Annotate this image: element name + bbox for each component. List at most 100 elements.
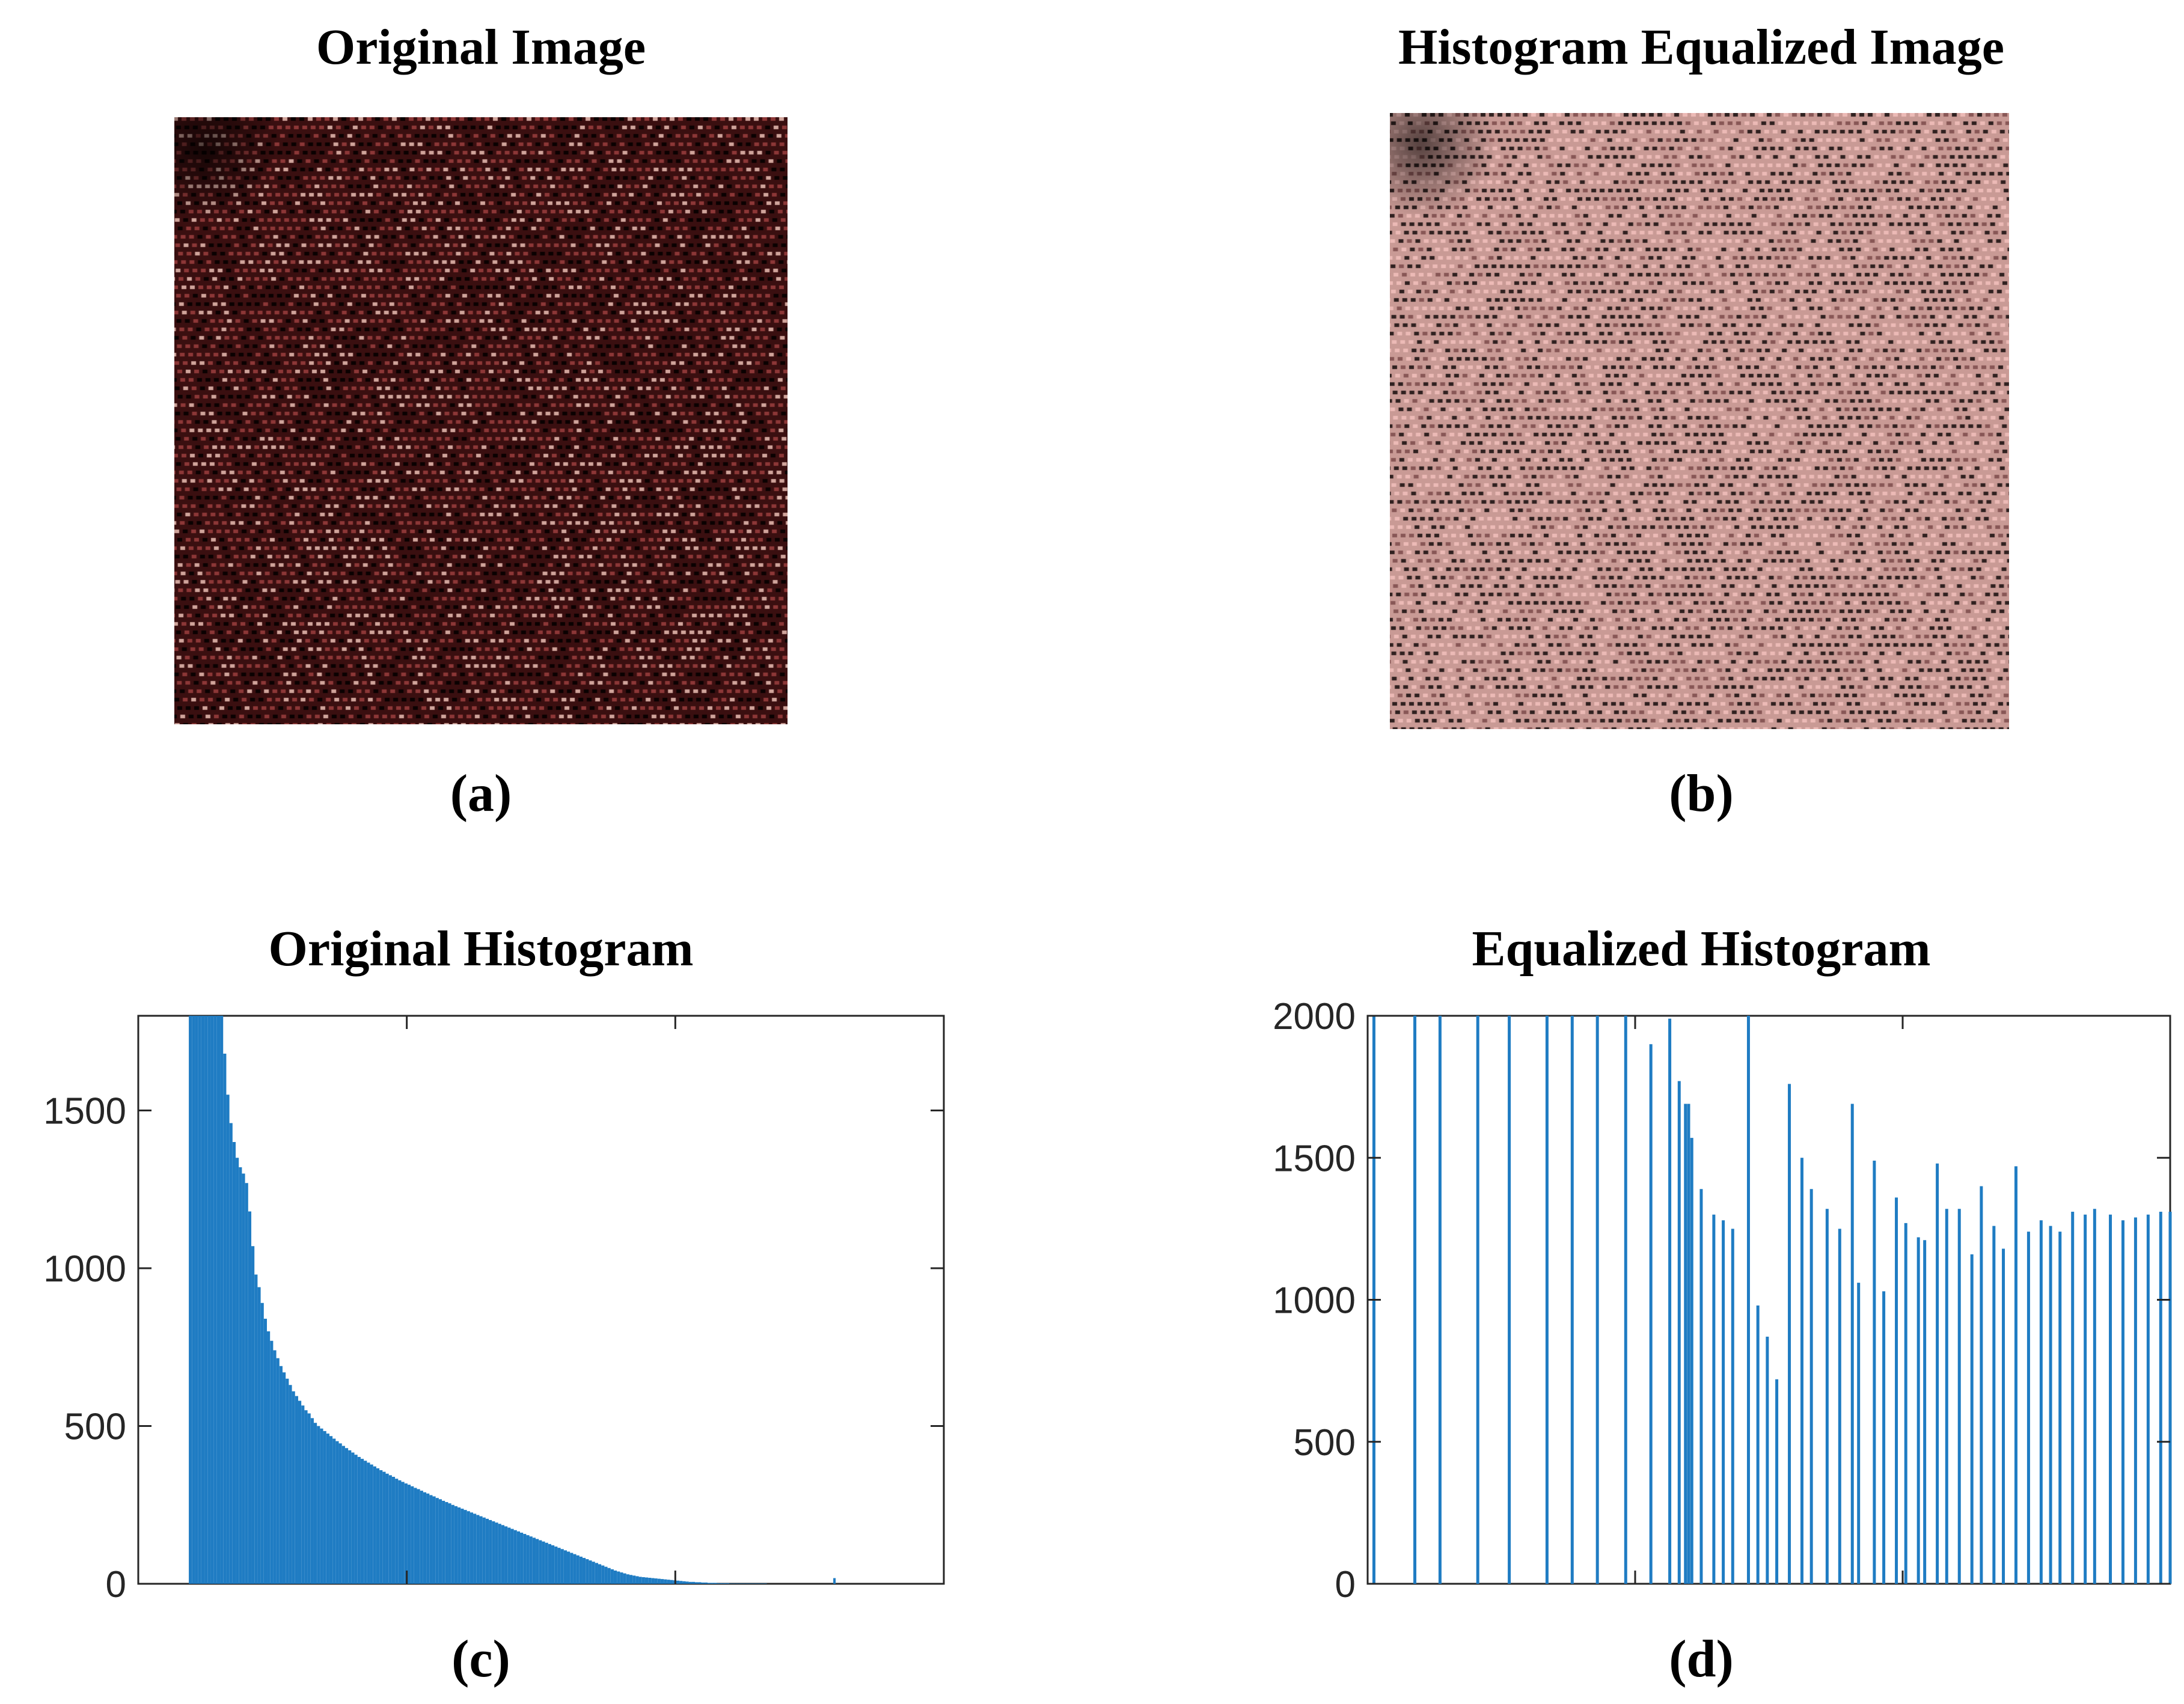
histogram-bar [726, 1583, 730, 1584]
histogram-bar [598, 1564, 602, 1584]
histogram-bar [679, 1581, 683, 1584]
histogram-bar [242, 1173, 245, 1584]
histogram-bar [357, 1456, 361, 1584]
histogram-bar [548, 1544, 551, 1584]
panel-d-title: Equalized Histogram [1472, 921, 1931, 977]
panel-a-title: Original Image [316, 19, 646, 75]
histogram-bar [604, 1566, 608, 1584]
histogram-bar [354, 1455, 358, 1584]
histogram-bar [289, 1385, 292, 1584]
histogram-bar [523, 1534, 527, 1584]
histogram-bar [473, 1513, 477, 1584]
histogram-bar [688, 1581, 692, 1584]
histogram-bar [723, 1583, 727, 1584]
histogram-bar [364, 1461, 367, 1584]
histogram-bar [695, 1582, 699, 1584]
histogram-bar [526, 1535, 530, 1584]
histogram-bar [385, 1473, 389, 1584]
histogram-bar [470, 1512, 474, 1584]
histogram-bar [632, 1575, 636, 1584]
histogram-bar [435, 1498, 439, 1584]
histogram-bar [326, 1434, 329, 1584]
histogram-bar [466, 1511, 470, 1584]
histogram-bar [498, 1524, 501, 1584]
histogram-bar [360, 1459, 364, 1584]
histogram-bar [257, 1287, 261, 1584]
histogram-bar [382, 1471, 386, 1584]
panel-d-caption: (d) [1669, 1630, 1734, 1688]
histogram-bar [232, 1142, 236, 1584]
histogram-bar [301, 1405, 305, 1584]
histogram-bar [667, 1580, 670, 1584]
histogram-bar [195, 1016, 198, 1584]
histogram-bar [563, 1550, 567, 1584]
histogram-bar [579, 1556, 583, 1584]
histogram-bar [757, 1583, 761, 1584]
histogram-bar [445, 1502, 448, 1584]
histogram-bar [391, 1477, 396, 1584]
histogram-bar [229, 1123, 233, 1584]
histogram-bar [707, 1583, 711, 1584]
histogram-bar [576, 1555, 580, 1584]
histogram-bar [701, 1582, 705, 1584]
histogram-bar [344, 1448, 349, 1584]
histogram-bar [442, 1500, 445, 1584]
histogram-bar [717, 1583, 720, 1584]
histogram-bar [335, 1441, 339, 1584]
histogram-bar [332, 1438, 336, 1584]
histogram-bar [536, 1539, 539, 1584]
histogram-bar [420, 1491, 423, 1584]
histogram-bar [748, 1583, 751, 1584]
histogram-bar [476, 1515, 480, 1584]
histogram-bar [329, 1436, 333, 1584]
histogram-bar [482, 1517, 486, 1584]
histogram-bar [760, 1583, 764, 1584]
equalized-image [1390, 113, 2009, 729]
histogram-bar [395, 1479, 399, 1584]
histogram-bar [401, 1482, 405, 1584]
histogram-bar [654, 1578, 658, 1584]
histogram-bar [567, 1551, 570, 1584]
histogram-bar [714, 1583, 717, 1584]
histogram-bar [492, 1521, 495, 1584]
histogram-bar [664, 1579, 667, 1584]
histogram-bar [742, 1583, 745, 1584]
histogram-bar [370, 1464, 373, 1584]
histogram-bar [682, 1581, 686, 1584]
histogram-bar [438, 1499, 442, 1584]
histogram-bar [623, 1573, 626, 1584]
y-tick-label: 0 [106, 1564, 126, 1605]
histogram-bar [529, 1536, 533, 1584]
histogram-bar [295, 1396, 298, 1584]
histogram-bar [751, 1583, 754, 1584]
histogram-bar [376, 1468, 380, 1584]
histogram-bar [307, 1413, 311, 1584]
histogram-bar [657, 1578, 661, 1584]
histogram-bar [348, 1450, 352, 1584]
histogram-bar [210, 1016, 214, 1584]
y-tick-label: 1500 [43, 1091, 126, 1132]
histogram-bar [216, 1016, 221, 1584]
histogram-bar [263, 1319, 267, 1584]
histogram-bar [545, 1542, 548, 1584]
histogram-bar [532, 1538, 536, 1584]
histogram-bar [648, 1578, 652, 1584]
histogram-bar [201, 1016, 205, 1584]
histogram-bar [620, 1572, 623, 1584]
original-image [174, 117, 788, 724]
histogram-bar [239, 1167, 242, 1584]
histogram-bar [223, 1054, 227, 1584]
histogram-bar [833, 1578, 836, 1584]
histogram-bar [273, 1350, 277, 1584]
histogram-bar [286, 1378, 289, 1584]
histogram-bar [341, 1446, 345, 1584]
histogram-bar [520, 1532, 524, 1584]
panel-c-caption: (c) [451, 1630, 510, 1688]
histogram-bar [670, 1580, 673, 1584]
histogram-bar [720, 1583, 723, 1584]
histogram-bar [192, 1016, 195, 1584]
histogram-bar [323, 1431, 326, 1584]
histogram-bar [388, 1475, 392, 1584]
histogram-bar [510, 1528, 514, 1584]
histogram-bar [213, 1016, 217, 1584]
